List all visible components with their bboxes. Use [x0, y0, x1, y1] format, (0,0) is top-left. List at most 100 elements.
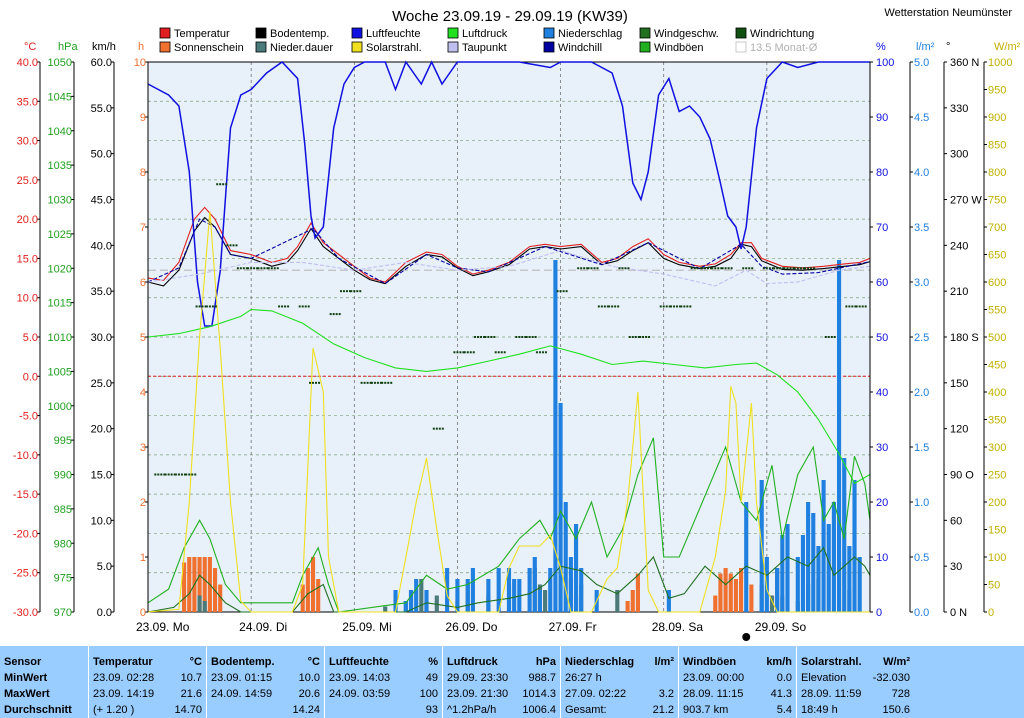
- wind-dir-dot: [521, 336, 524, 338]
- sun-tick-label: 9: [140, 112, 146, 124]
- temp-tick-label: 40.0: [17, 57, 38, 69]
- wind-dir-dot: [676, 305, 679, 308]
- legend-label: Solarstrahl.: [366, 42, 422, 54]
- wind-dir-dot: [637, 336, 640, 338]
- temp-tick-label: -30.0: [13, 607, 38, 619]
- wind-dir-dot: [544, 351, 547, 354]
- pressure-tick-label: 1020: [48, 263, 72, 275]
- bar-Sonnenschein: [310, 557, 316, 612]
- stats-labels-column: Sensor MinWert MaxWert Durchschnitt: [0, 646, 88, 718]
- wind-dir-dot: [668, 305, 671, 308]
- wind-dir-dot: [634, 336, 637, 338]
- wind-dir-dot: [493, 336, 496, 338]
- wind-dir-dot: [173, 473, 176, 476]
- wind-dir-dot: [618, 267, 621, 270]
- humidity-tick-label: 50: [876, 332, 888, 344]
- wind-dir-dot: [531, 336, 534, 338]
- wind-dir-dot: [762, 267, 765, 270]
- stats-col-unit: %: [428, 656, 438, 668]
- stats-avg-value: 93: [425, 704, 438, 716]
- wind-dir-dot: [435, 427, 438, 430]
- stats-col-unit: W/m²: [883, 656, 910, 668]
- direction-tick-label: 180 S: [950, 332, 979, 344]
- wind-dir-dot: [226, 244, 229, 247]
- wind-dir-dot: [353, 290, 356, 293]
- humidity-tick-label: 80: [876, 167, 888, 179]
- legend-label: Windböen: [654, 42, 704, 54]
- wind-dir-dot: [350, 290, 353, 293]
- wind-dir-dot: [696, 267, 699, 270]
- wind-tick-label: 60.0: [91, 57, 112, 69]
- wind-dir-dot: [205, 305, 208, 308]
- bar-Niederschlag: [527, 568, 532, 612]
- stats-avg-value: 5.4: [776, 704, 792, 716]
- bar-Sonnenschein: [718, 573, 723, 612]
- solar-tick-label: 750: [988, 195, 1006, 207]
- wind-tick-label: 30.0: [91, 332, 112, 344]
- legend-swatch: [351, 41, 363, 53]
- wind-dir-dot: [345, 290, 348, 293]
- chart-title: Woche 23.09.19 - 29.09.19 (KW39): [392, 8, 628, 25]
- bar-Niederschlag: [393, 590, 398, 612]
- wind-tick-label: 20.0: [91, 424, 112, 436]
- axis-unit-label: h: [138, 41, 144, 53]
- rain-tick-label: 5.0: [914, 57, 929, 69]
- wind-dir-dot: [706, 267, 709, 270]
- wind-dir-dot: [363, 381, 366, 384]
- bar-Nieder.dauer: [202, 601, 207, 612]
- solar-tick-label: 0: [988, 607, 994, 619]
- bar-Nieder.dauer: [383, 606, 388, 612]
- wind-dir-dot: [438, 427, 441, 430]
- wind-dir-dot: [538, 351, 541, 354]
- direction-tick-label: 60: [950, 515, 962, 527]
- wind-dir-dot: [827, 336, 830, 338]
- wind-dir-dot: [855, 305, 858, 308]
- wind-dir-dot: [565, 290, 568, 293]
- wind-dir-dot: [164, 473, 167, 476]
- temp-tick-label: -25.0: [13, 568, 38, 580]
- bar-Nieder.dauer: [197, 595, 202, 612]
- day-label: 23.09. Mo: [136, 620, 190, 634]
- solar-tick-label: 500: [988, 332, 1006, 344]
- bar-Niederschlag: [537, 590, 543, 612]
- wind-dir-dot: [432, 427, 435, 430]
- wind-dir-dot: [810, 267, 813, 270]
- bar-Sonnenschein: [305, 568, 310, 612]
- wind-dir-dot: [786, 267, 789, 270]
- bar-Niederschlag: [666, 590, 671, 612]
- wind-dir-dot: [257, 267, 260, 270]
- solar-tick-label: 650: [988, 250, 1006, 262]
- legend-label: Nieder.dauer: [270, 42, 333, 54]
- wind-tick-label: 0.0: [97, 607, 112, 619]
- pressure-tick-label: 1035: [48, 160, 72, 172]
- bar-Sonnenschein: [187, 557, 192, 612]
- legend-swatch: [255, 41, 267, 53]
- wind-dir-dot: [160, 473, 163, 476]
- bar-Niederschlag: [445, 568, 450, 612]
- wind-dir-dot: [631, 336, 634, 338]
- wind-dir-dot: [359, 290, 362, 293]
- stats-max-value: 21.6: [180, 688, 202, 700]
- bar-Niederschlag: [780, 535, 785, 612]
- bar-Sonnenschein: [739, 568, 744, 612]
- wind-dir-dot: [703, 267, 706, 270]
- day-label: 25.09. Mi: [342, 620, 391, 634]
- wind-dir-dot: [304, 305, 307, 308]
- stats-min-time: 23.09. 00:00: [683, 672, 745, 684]
- rain-tick-label: 2.5: [914, 332, 929, 344]
- wind-dir-dot: [535, 351, 538, 354]
- wind-dir-dot: [690, 267, 693, 270]
- wind-dir-dot: [648, 336, 651, 338]
- wind-dir-dot: [154, 473, 157, 476]
- stats-max-value: 20.6: [298, 688, 320, 700]
- stats-header-avg: Durchschnitt: [4, 704, 72, 716]
- wind-dir-dot: [686, 305, 689, 308]
- legend-swatch: [159, 41, 171, 53]
- rain-tick-label: 0.5: [914, 552, 929, 564]
- wind-dir-dot: [804, 267, 807, 270]
- bar-Nieder.dauer: [615, 590, 620, 612]
- stats-header-min: MinWert: [4, 672, 48, 684]
- wind-dir-dot: [773, 267, 776, 270]
- wind-tick-label: 25.0: [91, 378, 112, 390]
- wind-dir-dot: [387, 381, 390, 384]
